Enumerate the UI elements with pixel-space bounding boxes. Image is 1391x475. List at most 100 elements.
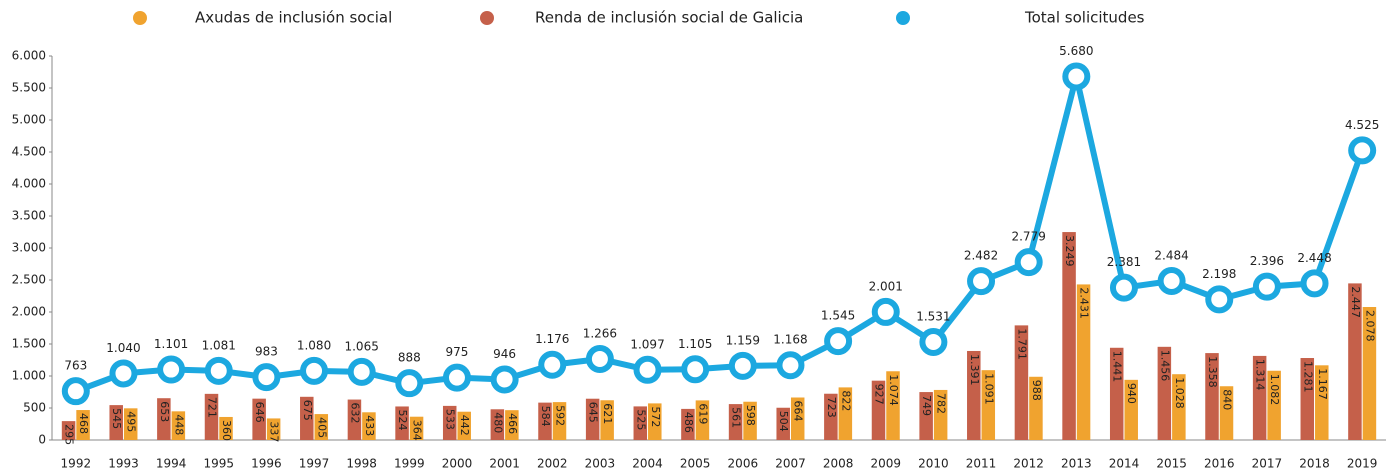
line-marker [1348, 136, 1377, 165]
line-value-label: 946 [493, 347, 516, 361]
bar-value-label: 466 [506, 413, 519, 434]
line-value-label: 983 [255, 345, 278, 359]
bar-value-label: 1.358 [1206, 356, 1219, 388]
bar-value-label: 721 [206, 397, 219, 418]
x-tick-label: 2003 [585, 457, 616, 471]
y-tick-label: 0 [38, 433, 46, 447]
bar [1362, 307, 1377, 440]
bar-value-label: 840 [1221, 389, 1234, 410]
bar-value-label: 1.314 [1254, 359, 1267, 391]
line-marker [1252, 272, 1281, 301]
bar [1252, 355, 1267, 440]
bar-value-label: 524 [396, 409, 409, 430]
x-tick-label: 1999 [394, 457, 425, 471]
bar [61, 421, 76, 440]
line-marker [919, 328, 948, 357]
bar [1348, 283, 1362, 440]
bar-value-label: 619 [696, 403, 709, 424]
bar-value-label: 584 [539, 406, 552, 427]
bar [457, 411, 471, 440]
x-tick-label: 1994 [156, 457, 187, 471]
bar-value-label: 495 [125, 411, 138, 432]
line-marker [585, 344, 614, 373]
line-value-label: 1.065 [344, 339, 378, 353]
x-tick-label: 2000 [442, 457, 473, 471]
bar-value-label: 1.391 [968, 354, 981, 386]
x-tick-label: 2007 [775, 457, 806, 471]
bar [109, 405, 123, 440]
line-value-label: 2.484 [1154, 249, 1188, 263]
bar [743, 401, 757, 440]
line-marker [395, 369, 424, 398]
x-tick-label: 2004 [632, 457, 663, 471]
bar-value-label: 598 [744, 405, 757, 426]
line-value-label: 975 [446, 345, 469, 359]
x-tick-label: 1995 [203, 457, 234, 471]
line-value-label: 2.482 [964, 249, 998, 263]
x-tick-label: 1992 [61, 457, 92, 471]
bar-value-label: 1.074 [887, 374, 900, 406]
bar [1062, 232, 1076, 440]
bar [933, 389, 948, 440]
bar-value-label: 360 [220, 420, 233, 441]
bar [1157, 346, 1172, 440]
legend-marker [480, 11, 494, 25]
y-tick-label: 1.000 [12, 369, 46, 383]
x-tick-label: 2012 [1013, 457, 1044, 471]
y-tick-label: 2.000 [12, 305, 46, 319]
bar [1172, 374, 1186, 440]
line-value-label: 4.525 [1345, 118, 1379, 132]
y-tick-label: 3.500 [12, 209, 46, 223]
line-value-label: 1.545 [821, 309, 855, 323]
bar-value-label: 675 [301, 400, 314, 421]
bar [1014, 325, 1029, 440]
bar-value-label: 337 [268, 421, 281, 442]
bar-value-label: 927 [873, 384, 886, 405]
line-value-label: 1.040 [106, 341, 140, 355]
bar [919, 392, 933, 440]
bar-value-label: 1.791 [1015, 328, 1028, 360]
bar [538, 402, 552, 440]
y-tick-label: 5.000 [12, 113, 46, 127]
bar [967, 350, 981, 440]
x-tick-label: 2011 [966, 457, 997, 471]
line-marker [1300, 269, 1329, 298]
line-marker [300, 356, 329, 385]
bar-value-label: 504 [777, 411, 790, 432]
line-marker [824, 327, 853, 356]
bar [838, 387, 853, 440]
bar-value-label: 621 [601, 403, 614, 424]
bar [1109, 347, 1124, 440]
bar-value-label: 653 [158, 401, 171, 422]
bar-value-label: 1.028 [1173, 377, 1186, 409]
bar [171, 411, 186, 440]
line-marker [967, 267, 996, 296]
line-value-label: 1.097 [630, 337, 664, 351]
y-tick-label: 2.500 [12, 273, 46, 287]
line-marker [633, 355, 662, 384]
line-value-label: 1.176 [535, 332, 569, 346]
line-marker [61, 377, 90, 406]
y-tick-label: 500 [23, 401, 46, 415]
bar-value-label: 1.281 [1301, 361, 1314, 393]
line-marker [204, 356, 233, 385]
legend-marker [896, 11, 910, 25]
line-value-label: 1.081 [202, 338, 236, 352]
x-tick-label: 1997 [299, 457, 330, 471]
line-value-label: 888 [398, 351, 421, 365]
legend-marker [133, 11, 147, 25]
bar-value-label: 1.091 [982, 373, 995, 405]
bar-value-label: 1.441 [1111, 351, 1124, 383]
x-tick-label: 2010 [918, 457, 949, 471]
x-tick-label: 1998 [346, 457, 377, 471]
y-tick-label: 4.500 [12, 145, 46, 159]
bar [790, 397, 805, 440]
bar-value-label: 749 [920, 395, 933, 416]
line-marker [871, 297, 900, 326]
bar [1315, 365, 1329, 440]
bar [76, 410, 90, 440]
line-value-label: 1.105 [678, 337, 712, 351]
x-tick-label: 2015 [1156, 457, 1187, 471]
bar-value-label: 940 [1125, 383, 1138, 404]
bar-value-label: 1.082 [1268, 374, 1281, 406]
